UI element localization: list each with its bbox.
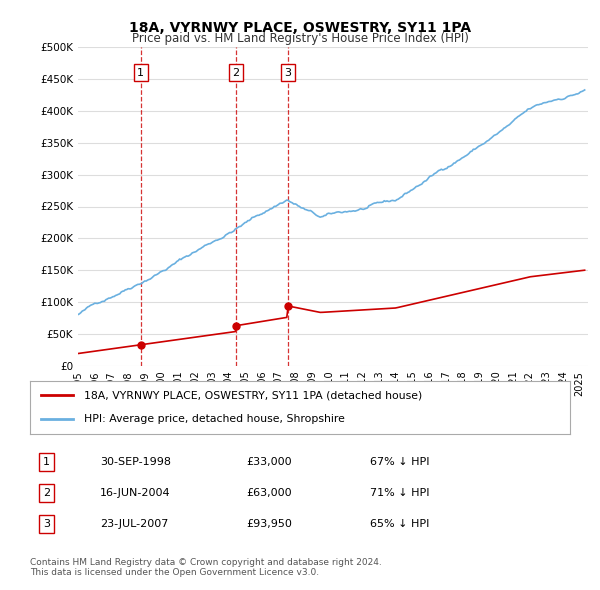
Text: £33,000: £33,000	[246, 457, 292, 467]
Text: 67% ↓ HPI: 67% ↓ HPI	[370, 457, 430, 467]
Text: 1: 1	[137, 68, 144, 78]
Text: 30-SEP-1998: 30-SEP-1998	[100, 457, 171, 467]
Text: 18A, VYRNWY PLACE, OSWESTRY, SY11 1PA: 18A, VYRNWY PLACE, OSWESTRY, SY11 1PA	[129, 21, 471, 35]
Text: 3: 3	[43, 519, 50, 529]
Text: £63,000: £63,000	[246, 489, 292, 498]
Text: 3: 3	[284, 68, 292, 78]
Text: 18A, VYRNWY PLACE, OSWESTRY, SY11 1PA (detached house): 18A, VYRNWY PLACE, OSWESTRY, SY11 1PA (d…	[84, 391, 422, 401]
Text: Price paid vs. HM Land Registry's House Price Index (HPI): Price paid vs. HM Land Registry's House …	[131, 32, 469, 45]
Text: £93,950: £93,950	[246, 519, 292, 529]
Text: 1: 1	[43, 457, 50, 467]
Text: HPI: Average price, detached house, Shropshire: HPI: Average price, detached house, Shro…	[84, 414, 345, 424]
Text: 23-JUL-2007: 23-JUL-2007	[100, 519, 169, 529]
Text: 2: 2	[43, 489, 50, 498]
Text: 2: 2	[233, 68, 240, 78]
Text: Contains HM Land Registry data © Crown copyright and database right 2024.
This d: Contains HM Land Registry data © Crown c…	[30, 558, 382, 577]
Text: 65% ↓ HPI: 65% ↓ HPI	[370, 519, 430, 529]
Text: 71% ↓ HPI: 71% ↓ HPI	[370, 489, 430, 498]
Text: 16-JUN-2004: 16-JUN-2004	[100, 489, 171, 498]
